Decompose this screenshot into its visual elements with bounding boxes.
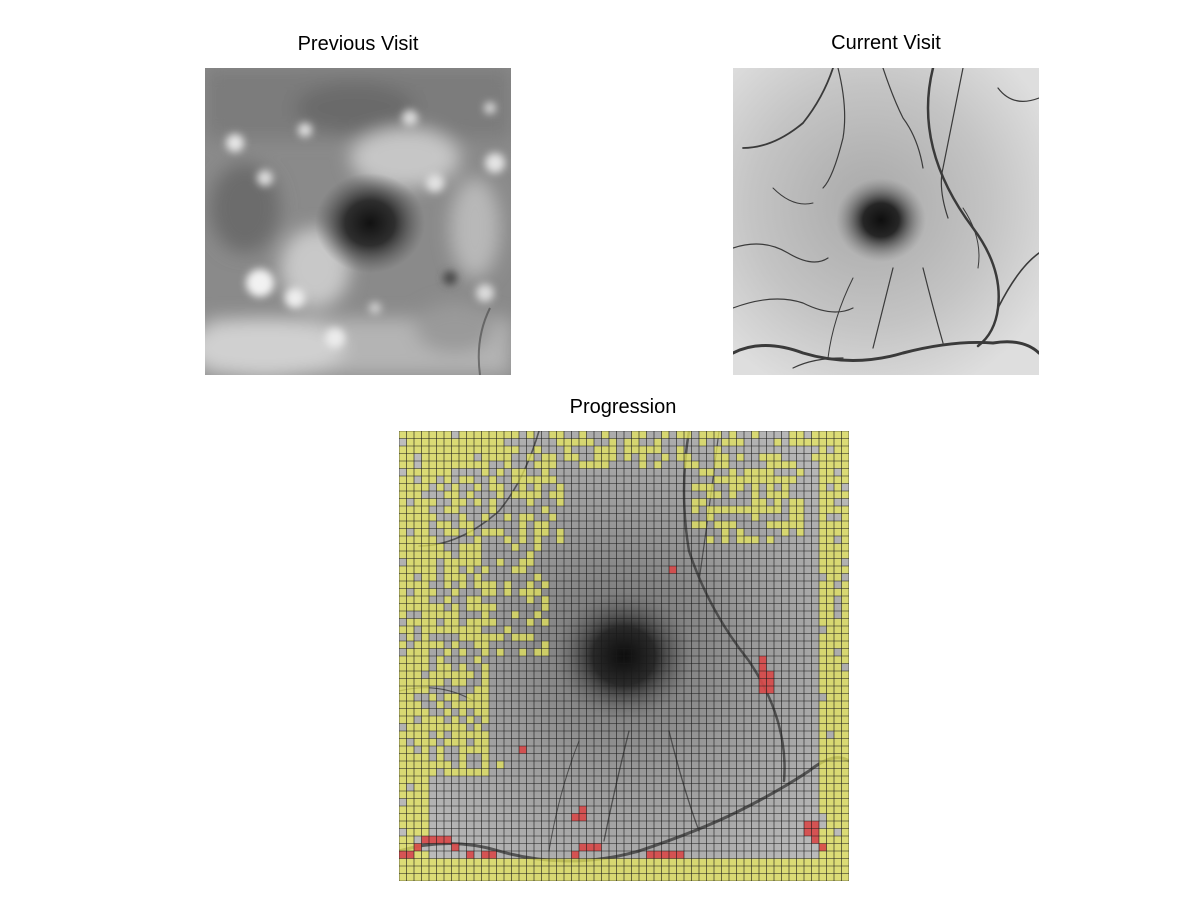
current-visit-image bbox=[733, 68, 1039, 375]
current-visit-title: Current Visit bbox=[831, 32, 941, 54]
progression-title: Progression bbox=[569, 396, 677, 418]
previous-visit-title: Previous Visit bbox=[297, 33, 419, 55]
previous-visit-image bbox=[205, 68, 511, 375]
progression-map bbox=[399, 431, 849, 881]
